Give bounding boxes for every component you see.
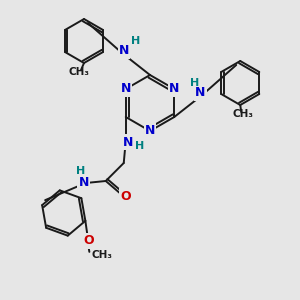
Text: N: N xyxy=(119,44,129,58)
Text: N: N xyxy=(121,82,131,95)
Text: CH₃: CH₃ xyxy=(68,67,89,77)
Text: N: N xyxy=(145,124,155,137)
Text: N: N xyxy=(195,86,206,100)
Text: O: O xyxy=(83,234,94,248)
Text: H: H xyxy=(76,166,85,176)
Text: H: H xyxy=(135,141,144,151)
Text: N: N xyxy=(79,176,89,188)
Text: H: H xyxy=(131,36,140,46)
Text: CH₃: CH₃ xyxy=(92,250,112,260)
Text: O: O xyxy=(120,190,131,202)
Text: H: H xyxy=(190,78,200,88)
Text: CH₃: CH₃ xyxy=(233,109,254,119)
Text: N: N xyxy=(169,82,179,95)
Text: N: N xyxy=(123,136,133,148)
